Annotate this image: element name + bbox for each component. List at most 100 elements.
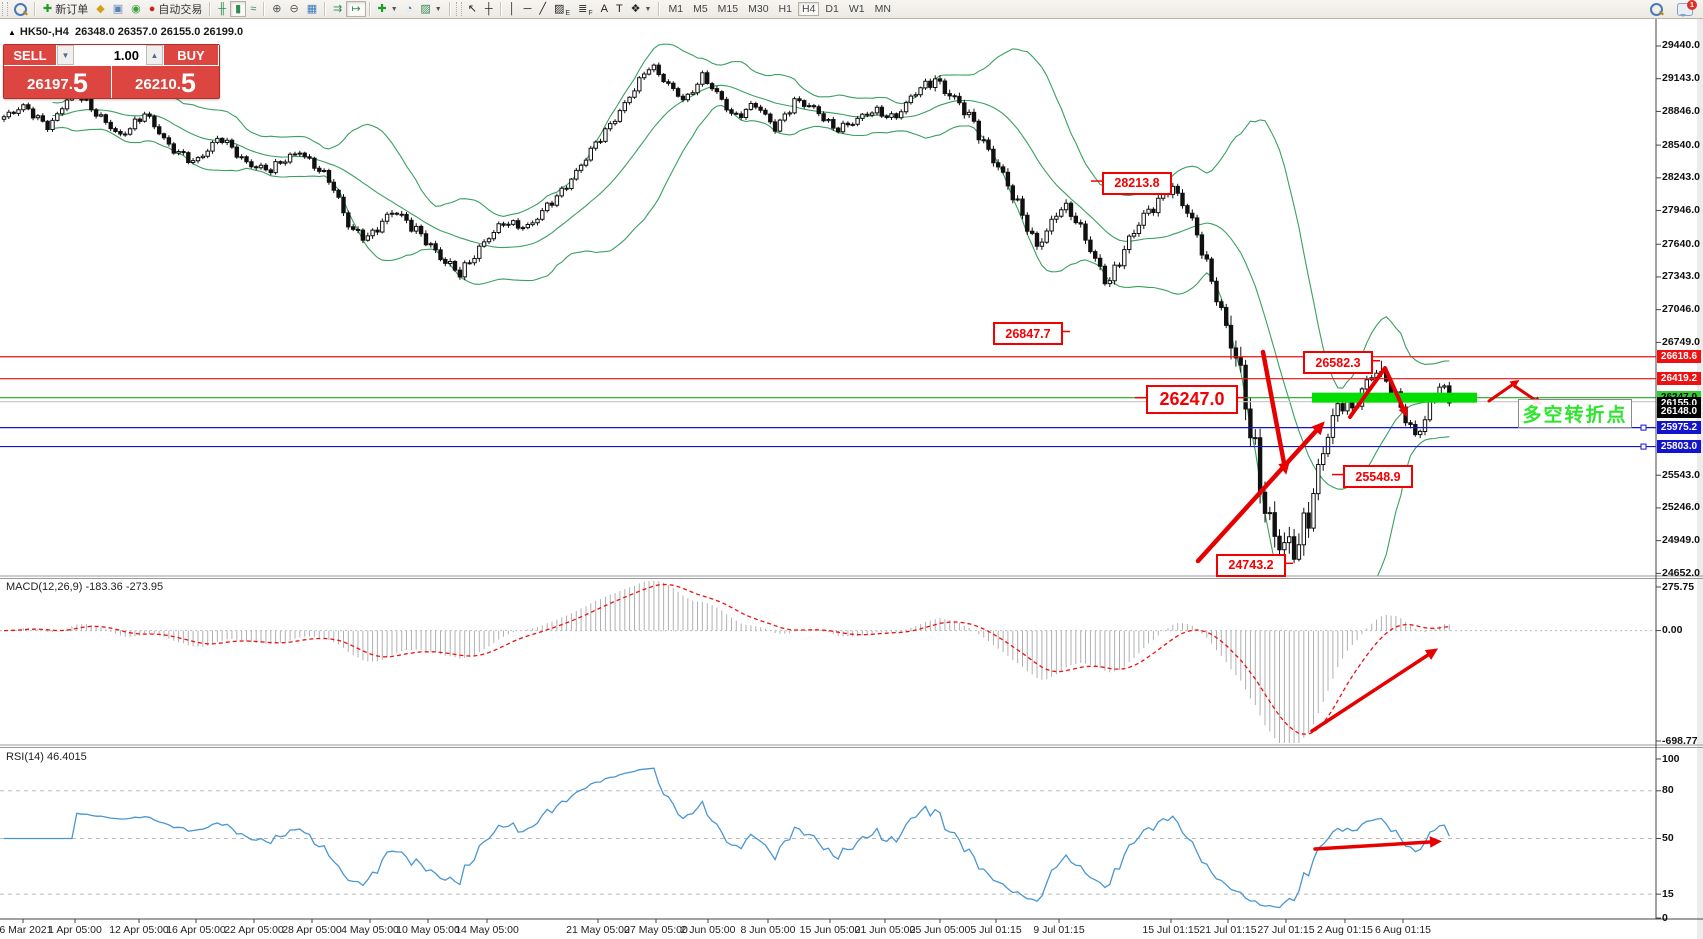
templates-button-icon: ▨ xyxy=(420,3,431,15)
zoom-in-button[interactable]: ⊕ xyxy=(268,1,285,17)
tile-windows-button-icon: ▦ xyxy=(306,3,318,15)
arrows-objects-button-icon: ❖ xyxy=(630,3,641,15)
trend-arrow[interactable] xyxy=(1348,366,1408,419)
signals-icon[interactable]: ◉ xyxy=(127,1,145,17)
vertical-line-button[interactable]: │ xyxy=(505,1,520,17)
depth-of-market-icon[interactable]: ◆ xyxy=(92,1,108,17)
algo-trading-button-icon: ● xyxy=(148,3,156,15)
timeframe-h1[interactable]: H1 xyxy=(778,3,792,15)
trend-arrow-shaft xyxy=(1313,840,1432,851)
zoom-out-button[interactable]: ⊖ xyxy=(285,1,302,17)
trend-arrow[interactable] xyxy=(1260,349,1290,475)
rsi-pane xyxy=(0,767,1656,909)
templates-button-dropdown-icon: ▼ xyxy=(434,5,442,13)
notification-bubble-icon: 1 xyxy=(1677,0,1697,17)
main-toolbar: ✚ 新订单 ◆ ▣ ◉ ● 自动交易 ╫ ▮ ≈ ⊕ ⊖ ▦ ⇉ ↦ ✚ ▼ ◔ ▨ ▼ ↖ ┼ │ ─ ╱ ▨ E ≣ F A T ❖ ▼ M1… xyxy=(0,0,1703,19)
buy-price-pip: 5 xyxy=(180,68,196,98)
bar-chart-button[interactable]: ╫ xyxy=(214,1,230,17)
toolbar-grip[interactable] xyxy=(455,2,462,16)
trend-arrow[interactable] xyxy=(1195,421,1325,564)
trend-arrow-shaft xyxy=(1487,383,1514,403)
fibonacci-button[interactable]: ≣ F xyxy=(574,1,597,17)
trend-arrow-shaft xyxy=(1310,653,1430,733)
trend-arrow[interactable] xyxy=(1313,836,1442,851)
trend-arrow[interactable] xyxy=(1487,379,1520,403)
auto-scroll-button[interactable]: ⇉ xyxy=(329,1,346,17)
support-zone-highlight[interactable] xyxy=(1312,392,1477,403)
equidistant-channel-button[interactable]: ▨ E xyxy=(550,1,574,17)
trendline-button[interactable]: ╱ xyxy=(535,1,550,17)
line-chart-button[interactable]: ≈ xyxy=(246,1,260,17)
timeframe-mn[interactable]: MN xyxy=(874,3,891,15)
trend-arrow-head xyxy=(1509,379,1520,389)
timeframe-m30[interactable]: M30 xyxy=(748,3,769,15)
main-pane xyxy=(1,43,1452,576)
algo-trading-button[interactable]: ● 自动交易 xyxy=(145,1,207,17)
market-watch-icon[interactable] xyxy=(10,1,31,17)
buy-price-main: 26210 xyxy=(135,76,177,93)
tile-windows-button[interactable]: ▦ xyxy=(303,1,321,17)
text-button-icon: A xyxy=(600,3,608,15)
trend-arrow-shaft xyxy=(1260,349,1287,466)
expert-advisors-icon-icon: ▣ xyxy=(112,3,124,15)
toolbar-separator xyxy=(368,2,371,16)
search-icon[interactable] xyxy=(1646,1,1667,17)
chart-shift-button[interactable]: ↦ xyxy=(346,1,366,17)
timeframe-m15[interactable]: M15 xyxy=(717,3,739,15)
toolbar-separator xyxy=(263,2,266,16)
equidistant-channel-button-sub: E xyxy=(565,10,571,17)
candlestick-button[interactable]: ▮ xyxy=(230,1,247,17)
trend-arrow[interactable] xyxy=(1514,385,1543,406)
expert-advisors-icon[interactable]: ▣ xyxy=(109,1,127,17)
period-clock-icon[interactable]: ◔ xyxy=(402,1,417,17)
cursor-button[interactable]: ↖ xyxy=(464,1,481,17)
label-button[interactable]: T xyxy=(612,1,627,17)
bollinger-middle-band xyxy=(52,84,1450,490)
trendline-handle[interactable] xyxy=(1640,443,1647,450)
bar-chart-button-icon: ╫ xyxy=(218,3,227,15)
bearish-candles xyxy=(11,64,1452,560)
trend-arrow[interactable] xyxy=(1310,648,1439,733)
macd-histogram xyxy=(8,581,1450,743)
toolbar-separator xyxy=(209,2,212,16)
text-button[interactable]: A xyxy=(597,1,612,17)
trend-arrow-shaft xyxy=(1195,428,1319,564)
arrows-objects-button[interactable]: ❖ ▼ xyxy=(627,1,656,17)
horizontal-line-button[interactable]: ─ xyxy=(520,1,536,17)
timeframe-h4[interactable]: H4 xyxy=(797,2,820,16)
bullish-candles xyxy=(1,64,1447,560)
auto-scroll-button-icon: ⇉ xyxy=(333,3,343,15)
trendline-button-icon: ╱ xyxy=(539,3,547,15)
horizontal-line-button-icon: ─ xyxy=(523,3,532,15)
new-chart-button[interactable]: ✚ ▼ xyxy=(374,1,402,17)
trend-arrow-head xyxy=(1398,406,1408,418)
volume-decrease-button[interactable]: ▼ xyxy=(57,45,74,65)
sell-button[interactable]: SELL xyxy=(4,45,56,65)
notifications-icon[interactable]: 1 xyxy=(1673,0,1697,17)
zoom-out-button-icon: ⊖ xyxy=(289,3,299,15)
new-order-button[interactable]: ✚ 新订单 xyxy=(39,1,92,17)
crosshair-button[interactable]: ┼ xyxy=(481,1,497,17)
trendline-handle[interactable] xyxy=(1640,424,1647,431)
timeframe-w1[interactable]: W1 xyxy=(848,3,865,15)
timeframe-d1[interactable]: D1 xyxy=(825,3,839,15)
timeframe-m1[interactable]: M1 xyxy=(668,3,684,15)
trend-arrow-head xyxy=(1311,421,1325,436)
buy-button[interactable]: BUY xyxy=(164,45,218,65)
sell-price-button[interactable]: 26197. 5 xyxy=(4,66,111,98)
toolbar-grip[interactable] xyxy=(2,2,8,16)
new-chart-button-dropdown-icon: ▼ xyxy=(390,5,398,13)
new-order-button-label: 新订单 xyxy=(55,4,89,16)
volume-increase-button[interactable]: ▲ xyxy=(146,45,163,65)
trade-panel-top-row: SELL ▼ 1.00 ▲ BUY xyxy=(4,45,219,65)
templates-button[interactable]: ▨ ▼ xyxy=(416,1,445,17)
volume-input[interactable]: 1.00 xyxy=(75,45,145,65)
buy-price-dot: . xyxy=(176,76,181,93)
label-button-icon: T xyxy=(615,3,623,15)
buy-price-button[interactable]: 26210. 5 xyxy=(112,66,219,98)
algo-trading-button-label: 自动交易 xyxy=(158,4,203,16)
one-click-trading-panel: SELL ▼ 1.00 ▲ BUY 26197. 5 26210. 5 xyxy=(3,44,220,99)
timeframe-m5[interactable]: M5 xyxy=(693,3,708,15)
